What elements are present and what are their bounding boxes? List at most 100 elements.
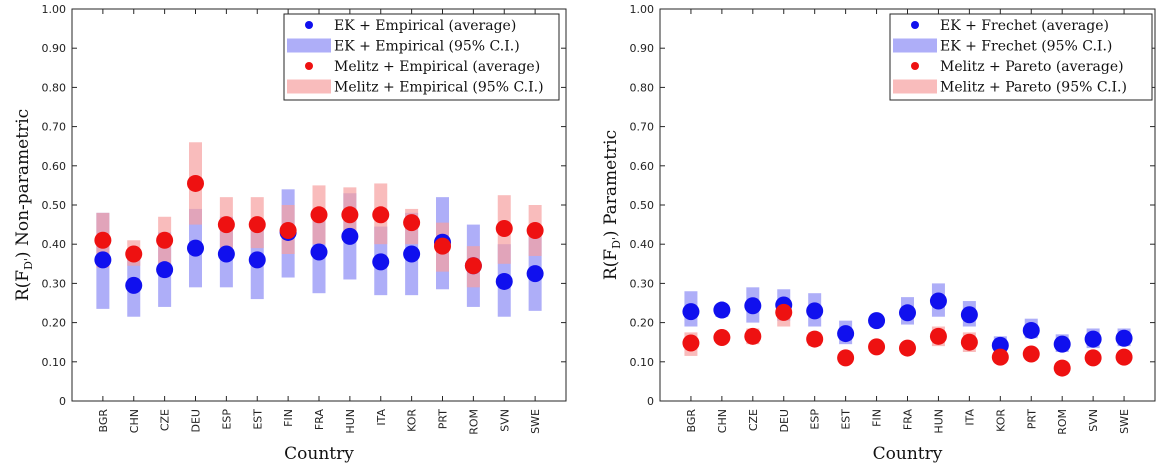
y-tick-label: 0.50 xyxy=(42,199,67,212)
y-tick-label: 1.00 xyxy=(42,3,67,16)
x-tick-label-esp: ESP xyxy=(809,409,822,430)
point-ek-kor xyxy=(403,245,421,263)
point-melitz-cze xyxy=(156,231,174,249)
y-tick-label: 0 xyxy=(647,395,654,408)
x-tick-label-fra: FRA xyxy=(313,409,326,431)
y-axis-label-suffix: ) Non-parametric xyxy=(13,109,33,258)
x-tick-label-swe: SWE xyxy=(1118,409,1131,434)
point-melitz-bgr xyxy=(94,231,112,249)
point-ek-bgr xyxy=(682,303,700,321)
legend-label: EK + Frechet (95% C.I.) xyxy=(940,39,1112,55)
y-axis-label-suffix: ) Parametric xyxy=(601,130,621,237)
point-melitz-fra xyxy=(899,339,916,357)
point-ek-swe xyxy=(1115,329,1133,347)
y-tick-label: 0.60 xyxy=(630,160,655,173)
x-tick-label-bgr: BGR xyxy=(685,409,698,433)
x-tick-label-kor: KOR xyxy=(406,409,419,432)
x-tick-label-hun: HUN xyxy=(932,409,945,434)
point-melitz-hun xyxy=(341,206,359,224)
y-tick-label: 0.90 xyxy=(630,42,655,55)
x-tick-label-deu: DEU xyxy=(778,409,791,432)
point-melitz-deu xyxy=(187,174,204,192)
y-tick-label: 0 xyxy=(59,395,66,408)
legend-marker-dot xyxy=(305,21,313,29)
y-axis-label-main: R(F xyxy=(601,249,621,280)
y-tick-label: 0.70 xyxy=(42,121,67,134)
legend-label: EK + Frechet (average) xyxy=(940,18,1109,34)
y-tick-label: 0.80 xyxy=(42,81,67,94)
legend-marker-ci xyxy=(893,38,937,53)
y-tick-label: 0.40 xyxy=(42,238,67,251)
x-tick-label-esp: ESP xyxy=(220,409,233,430)
y-tick-label: 0.80 xyxy=(630,81,655,94)
point-melitz-swe xyxy=(1115,348,1133,366)
point-melitz-chn xyxy=(713,328,731,346)
y-axis-label-sub: D' xyxy=(610,237,623,249)
y-tick-label: 0.10 xyxy=(42,356,67,369)
x-axis-label: Country xyxy=(873,444,943,464)
x-tick-label-kor: KOR xyxy=(994,409,1007,432)
y-tick-label: 1.00 xyxy=(630,3,655,16)
point-melitz-esp xyxy=(806,330,824,348)
point-ek-prt xyxy=(1022,321,1040,339)
y-tick-label: 0.40 xyxy=(630,238,655,251)
point-ek-fin xyxy=(868,312,886,330)
legend: EK + Empirical (average) EK + Empirical (… xyxy=(283,13,560,101)
point-ek-svn xyxy=(495,272,513,290)
point-melitz-rom xyxy=(1053,359,1071,377)
point-melitz-prt xyxy=(434,237,451,255)
x-tick-label-est: EST xyxy=(840,409,853,430)
y-tick-label: 0.20 xyxy=(630,317,655,330)
x-tick-label-rom: ROM xyxy=(467,409,480,435)
point-ek-swe xyxy=(526,265,544,283)
point-melitz-bgr xyxy=(682,334,700,352)
x-tick-label-prt: PRT xyxy=(1025,409,1038,429)
legend-marker-ci xyxy=(893,79,937,94)
x-tick-label-fin: FIN xyxy=(282,409,295,427)
point-melitz-prt xyxy=(1022,345,1040,363)
point-melitz-svn xyxy=(1084,349,1102,367)
point-ek-cze xyxy=(744,297,762,315)
point-melitz-swe xyxy=(526,221,544,239)
legend-label: Melitz + Empirical (95% C.I.) xyxy=(334,80,544,96)
x-axis-label: Country xyxy=(284,444,354,464)
y-tick-label: 0.50 xyxy=(630,199,655,212)
point-ek-fra xyxy=(899,304,916,322)
x-tick-label-rom: ROM xyxy=(1056,409,1069,435)
legend: EK + Frechet (average) EK + Frechet (95% … xyxy=(889,13,1153,101)
x-tick-label-cze: CZE xyxy=(159,409,172,431)
point-melitz-chn xyxy=(125,245,143,263)
legend-marker-ci xyxy=(287,79,331,94)
point-ek-fra xyxy=(310,243,328,261)
y-axis-label-main: R(F xyxy=(13,270,33,301)
point-melitz-est xyxy=(837,349,855,367)
point-ek-esp xyxy=(217,245,235,263)
legend-marker-dot xyxy=(911,62,919,70)
point-ek-est xyxy=(837,325,855,343)
point-ek-rom xyxy=(1053,335,1071,353)
point-ek-ita xyxy=(372,253,390,271)
chart-non-parametric: 0 0.10 0.20 0.30 0.40 0.50 0.60 0.70 0.80 0.90 1.0… xyxy=(13,3,567,464)
point-ek-svn xyxy=(1084,330,1102,348)
point-ek-chn xyxy=(713,301,731,319)
legend-label: Melitz + Pareto (average) xyxy=(940,59,1124,75)
x-tick-label-est: EST xyxy=(251,409,264,430)
point-ek-est xyxy=(248,251,266,269)
chart-parametric: 0 0.10 0.20 0.30 0.40 0.50 0.60 0.70 0.80 0.90 1.0… xyxy=(601,3,1156,464)
y-axis-label: R(FD') Non-parametric xyxy=(13,109,35,301)
x-tick-label-svn: SVN xyxy=(1087,409,1100,432)
x-tick-label-swe: SWE xyxy=(529,409,542,434)
y-tick-label: 0.30 xyxy=(630,277,655,290)
x-tick-label-svn: SVN xyxy=(498,409,511,432)
legend-label: EK + Empirical (95% C.I.) xyxy=(334,39,520,55)
point-ek-deu xyxy=(187,239,204,257)
point-melitz-rom xyxy=(464,257,482,275)
y-tick-label: 0.20 xyxy=(42,317,67,330)
point-melitz-fra xyxy=(310,206,328,224)
point-melitz-esp xyxy=(217,216,235,234)
legend-label: EK + Empirical (average) xyxy=(334,18,516,34)
point-ek-hun xyxy=(929,292,947,310)
point-melitz-deu xyxy=(775,303,793,321)
x-tick-label-chn: CHN xyxy=(716,409,729,433)
x-tick-label-ita: ITA xyxy=(963,409,976,426)
